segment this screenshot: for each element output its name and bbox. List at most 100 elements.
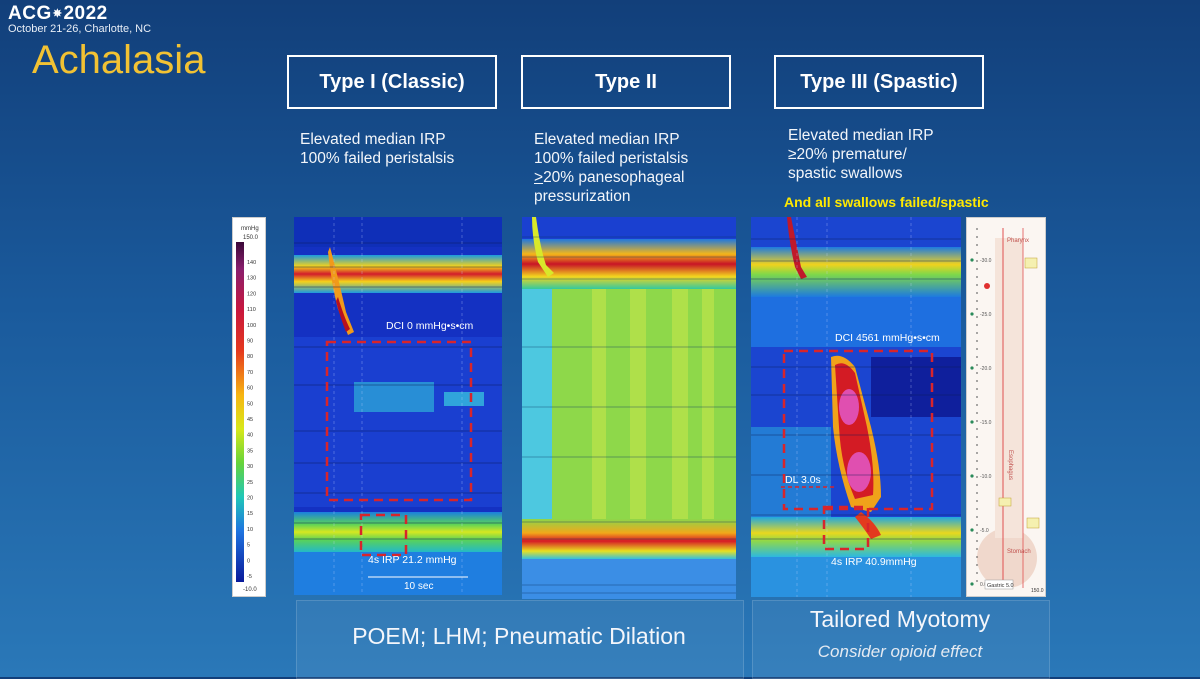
type2-desc-line1: Elevated median IRP <box>534 131 680 148</box>
type3-desc-line1: Elevated median IRP <box>788 127 934 144</box>
type2-desc-symbol: > <box>534 169 544 186</box>
type2-desc-line2: 100% failed peristalsis <box>534 150 689 167</box>
type2-pressurization-bands <box>592 289 714 519</box>
colorbar-tick-label: 15 <box>247 511 253 517</box>
type3-desc-line2: ≥20% premature/ <box>788 146 907 163</box>
position-sensor-marker <box>970 258 974 262</box>
stomach-shape <box>977 528 1037 588</box>
position-sensor-marker <box>970 474 974 478</box>
type3-desc-line3: spastic swallows <box>788 165 903 182</box>
colorbar-bottom: -10.0 <box>243 587 257 593</box>
colorbar-tick-label: 35 <box>247 448 253 454</box>
type1-body-patch2 <box>444 392 484 406</box>
type2-desc-rest: 20% panesophageal <box>543 169 685 186</box>
type1-les-band <box>294 512 502 552</box>
position-tick-label: -25.0 <box>980 312 992 318</box>
colorbar-tick-label: 60 <box>247 386 253 392</box>
esophagus-label: Esophagus <box>1007 450 1013 480</box>
colorbar-gradient <box>236 242 244 582</box>
colorbar-tick-label: 45 <box>247 417 253 423</box>
type3-dark-region <box>871 357 961 417</box>
type3-label: Type III (Spastic) <box>774 55 984 109</box>
type2-sensor-lines <box>522 236 736 594</box>
type3-irp-box <box>822 505 870 551</box>
type1-pressure-plot: DCI 0 mmHg•s•cm 4s IRP 21.2 mmHg 10 sec <box>294 217 502 595</box>
colorbar-tick-label: 25 <box>247 480 253 486</box>
type1-sensor-lines <box>294 242 502 540</box>
colorbar-tick-label: 90 <box>247 339 253 345</box>
type3-upper-body <box>751 297 961 347</box>
type2-ues-band <box>522 239 736 289</box>
type1-description: Elevated median IRP 100% failed peristal… <box>300 130 454 168</box>
type3-highlight: And all swallows failed/spastic <box>784 194 989 210</box>
type3-dci: DCI 4561 mmHg•s•cm <box>835 332 940 344</box>
type3-spastic-core1 <box>839 389 859 425</box>
colorbar-tick-label: 140 <box>247 260 256 266</box>
colorbar-tick-label: -5 <box>247 574 252 580</box>
type2-left-strip <box>522 289 552 519</box>
type3-gastric <box>751 557 961 597</box>
type1-scale-label: 10 sec <box>404 581 433 592</box>
ues-marker <box>984 283 990 289</box>
type1-swallow-streak <box>328 247 354 335</box>
colorbar-tick-label: 110 <box>247 307 256 313</box>
type1-body-box <box>325 340 473 502</box>
catheter-position-chart: -30.0 -25.0 -20.0 -15.0 -10.0 -5.0 0.0 Pharynx… <box>966 217 1046 597</box>
position-tick-label: -20.0 <box>980 366 992 372</box>
type3-left-patch <box>751 427 831 517</box>
position-tick-label: -5.0 <box>980 528 989 534</box>
type3-sensor-lines <box>751 238 961 540</box>
type1-desc-line2: 100% failed peristalsis <box>300 150 455 167</box>
position-ticks: -30.0 -25.0 -20.0 -15.0 -10.0 -5.0 0.0 <box>970 258 992 588</box>
position-sensor-marker <box>970 582 974 586</box>
position-sensor-marker <box>970 366 974 370</box>
logo-year: 2022 <box>63 3 108 24</box>
les-box2 <box>1026 517 1040 529</box>
les-box1 <box>998 497 1012 507</box>
ues-box <box>1024 257 1038 269</box>
position-tick-label: 0.0 <box>980 582 987 588</box>
type2-swallow-streak <box>532 217 554 277</box>
colorbar-tick-label: 70 <box>247 370 253 376</box>
colorbar-tick-label: 0 <box>247 558 250 564</box>
position-sensor-marker <box>970 312 974 316</box>
type3-spastic-core2 <box>847 452 871 492</box>
colorbar-svg: mmHg 150.0 14013012011010090807060504540… <box>236 226 259 593</box>
type1-irp-box <box>359 513 408 557</box>
type1-swallow-core <box>336 297 350 332</box>
treatment-left: POEM; LHM; Pneumatic Dilation <box>352 623 686 649</box>
type3-irp: 4s IRP 40.9mmHg <box>831 556 917 568</box>
pressure-colorbar: mmHg 150.0 140 130 120 110 100 90 80 70 60 50 45 40… <box>232 217 266 597</box>
type1-dci: DCI 0 mmHg•s•cm <box>386 320 474 332</box>
type1-desc-line1: Elevated median IRP <box>300 131 446 148</box>
colorbar-tick-label: 50 <box>247 401 253 407</box>
stomach-label: Stomach <box>1007 549 1031 555</box>
type3-description: Elevated median IRP ≥20% premature/ spas… <box>788 126 934 183</box>
colorbar-tick-label: 100 <box>247 323 256 329</box>
colorbar-tick-label: 30 <box>247 464 253 470</box>
type1-gastric <box>294 552 502 595</box>
colorbar-tick-label: 80 <box>247 354 253 360</box>
type3-body-box <box>782 349 934 511</box>
esophagus-shape <box>995 238 1023 538</box>
type3-ues-band <box>751 247 961 297</box>
gastric-label: Gastric 5.0 <box>987 583 1014 589</box>
type2-plot-svg <box>522 217 736 599</box>
slide-title: Achalasia <box>32 38 206 82</box>
treatment-panel-left <box>296 600 744 679</box>
type3-dl: DL 3.0s <box>785 474 821 486</box>
type2-top-band <box>522 217 736 239</box>
type3-plot-svg: DCI 4561 mmHg•s•cm DL 3.0s 4s IRP 40.9mm… <box>751 217 961 597</box>
type2-pressure-plot <box>522 217 736 599</box>
logo-star-icon: ✵ <box>52 8 63 21</box>
colorbar-top: 150.0 <box>243 235 259 241</box>
type2-desc-line4: pressurization <box>534 188 631 205</box>
position-chart-svg: -30.0 -25.0 -20.0 -15.0 -10.0 -5.0 0.0 Pharynx… <box>967 218 1045 596</box>
type2-description: Elevated median IRP 100% failed peristal… <box>534 130 688 206</box>
colorbar-ticks: 1401301201101009080706050454035302520151… <box>247 260 256 580</box>
type1-top-band <box>294 217 502 247</box>
position-tick-label: -10.0 <box>980 474 992 480</box>
conference-dates: October 21-26, Charlotte, NC <box>8 23 152 35</box>
colorbar-tick-label: 40 <box>247 433 253 439</box>
colorbar-tick-label: 10 <box>247 527 253 533</box>
